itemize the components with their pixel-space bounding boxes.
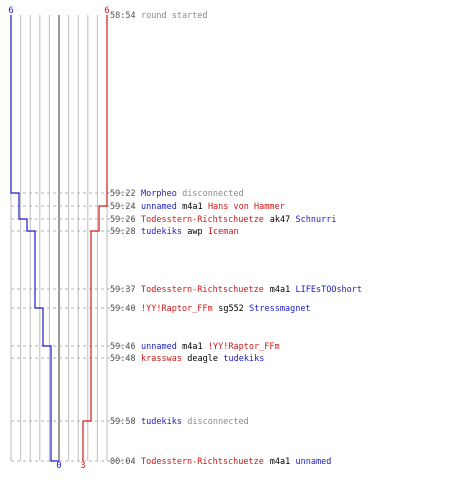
event-log: 58:54 round started 59:22 Morpheo disconnec… (110, 11, 362, 467)
weapon-label: ak47 (265, 215, 296, 225)
red-player-name: Todesstern-Richtschuetze (141, 215, 264, 225)
event-time: 59:28 (110, 227, 136, 237)
event-time: 00:04 (110, 457, 136, 467)
weapon-label: m4a1 (177, 342, 208, 352)
red-player-name: Iceman (208, 227, 239, 237)
blue-player-name: Schnurri (296, 215, 337, 225)
red-player-name: krasswas (141, 354, 182, 364)
event-time: 59:37 (110, 285, 136, 295)
event-guide-lines (11, 192, 137, 462)
red-player-name: !YY!Raptor_FFm (208, 342, 280, 352)
team-count-labels: 6 6 0 3 (8, 6, 109, 471)
event-time: 59:24 (110, 202, 136, 212)
event-time: 59:46 (110, 342, 136, 352)
blue-team-count-line (10, 15, 59, 462)
red-start-count: 6 (104, 6, 109, 16)
blue-start-count: 6 (8, 6, 13, 16)
event-time: 59:58 (110, 417, 136, 427)
event-time: 59:22 (110, 189, 136, 199)
event-time: 58:54 (110, 11, 136, 21)
event-time: 59:40 (110, 304, 136, 314)
red-player-name: Todesstern-Richtschuetze (141, 285, 264, 295)
red-player-name: !YY!Raptor_FFm (141, 304, 213, 314)
red-player-name: Hans von Hammer (208, 202, 285, 212)
weapon-label: m4a1 (265, 457, 296, 467)
event-time: 59:26 (110, 215, 136, 225)
weapon-label: awp (182, 227, 208, 237)
blue-end-count: 0 (56, 461, 61, 471)
blue-player-name: tudekiks (141, 417, 182, 427)
weapon-label: deagle (182, 354, 223, 364)
red-player-name: Todesstern-Richtschuetze (141, 457, 264, 467)
event-info-text: round started (141, 11, 208, 21)
weapon-label: sg552 (213, 304, 249, 314)
red-team-count-line (82, 15, 108, 461)
blue-player-name: tudekiks (141, 227, 182, 237)
team-count-lines (10, 15, 108, 462)
blue-player-name: unnamed (141, 202, 177, 212)
weapon-label: m4a1 (265, 285, 296, 295)
event-info-text: disconnected (177, 189, 244, 199)
blue-player-name: unnamed (296, 457, 332, 467)
event-time: 59:48 (110, 354, 136, 364)
blue-player-name: Morpheo (141, 189, 177, 199)
grid-lines (10, 15, 108, 461)
weapon-label: m4a1 (177, 202, 208, 212)
blue-player-name: tudekiks (223, 354, 264, 364)
blue-player-name: Stressmagnet (249, 304, 310, 314)
event-info-text: disconnected (182, 417, 249, 427)
blue-player-name: LIFEsTOOshort (296, 285, 363, 295)
red-end-count: 3 (80, 461, 85, 471)
blue-player-name: unnamed (141, 342, 177, 352)
